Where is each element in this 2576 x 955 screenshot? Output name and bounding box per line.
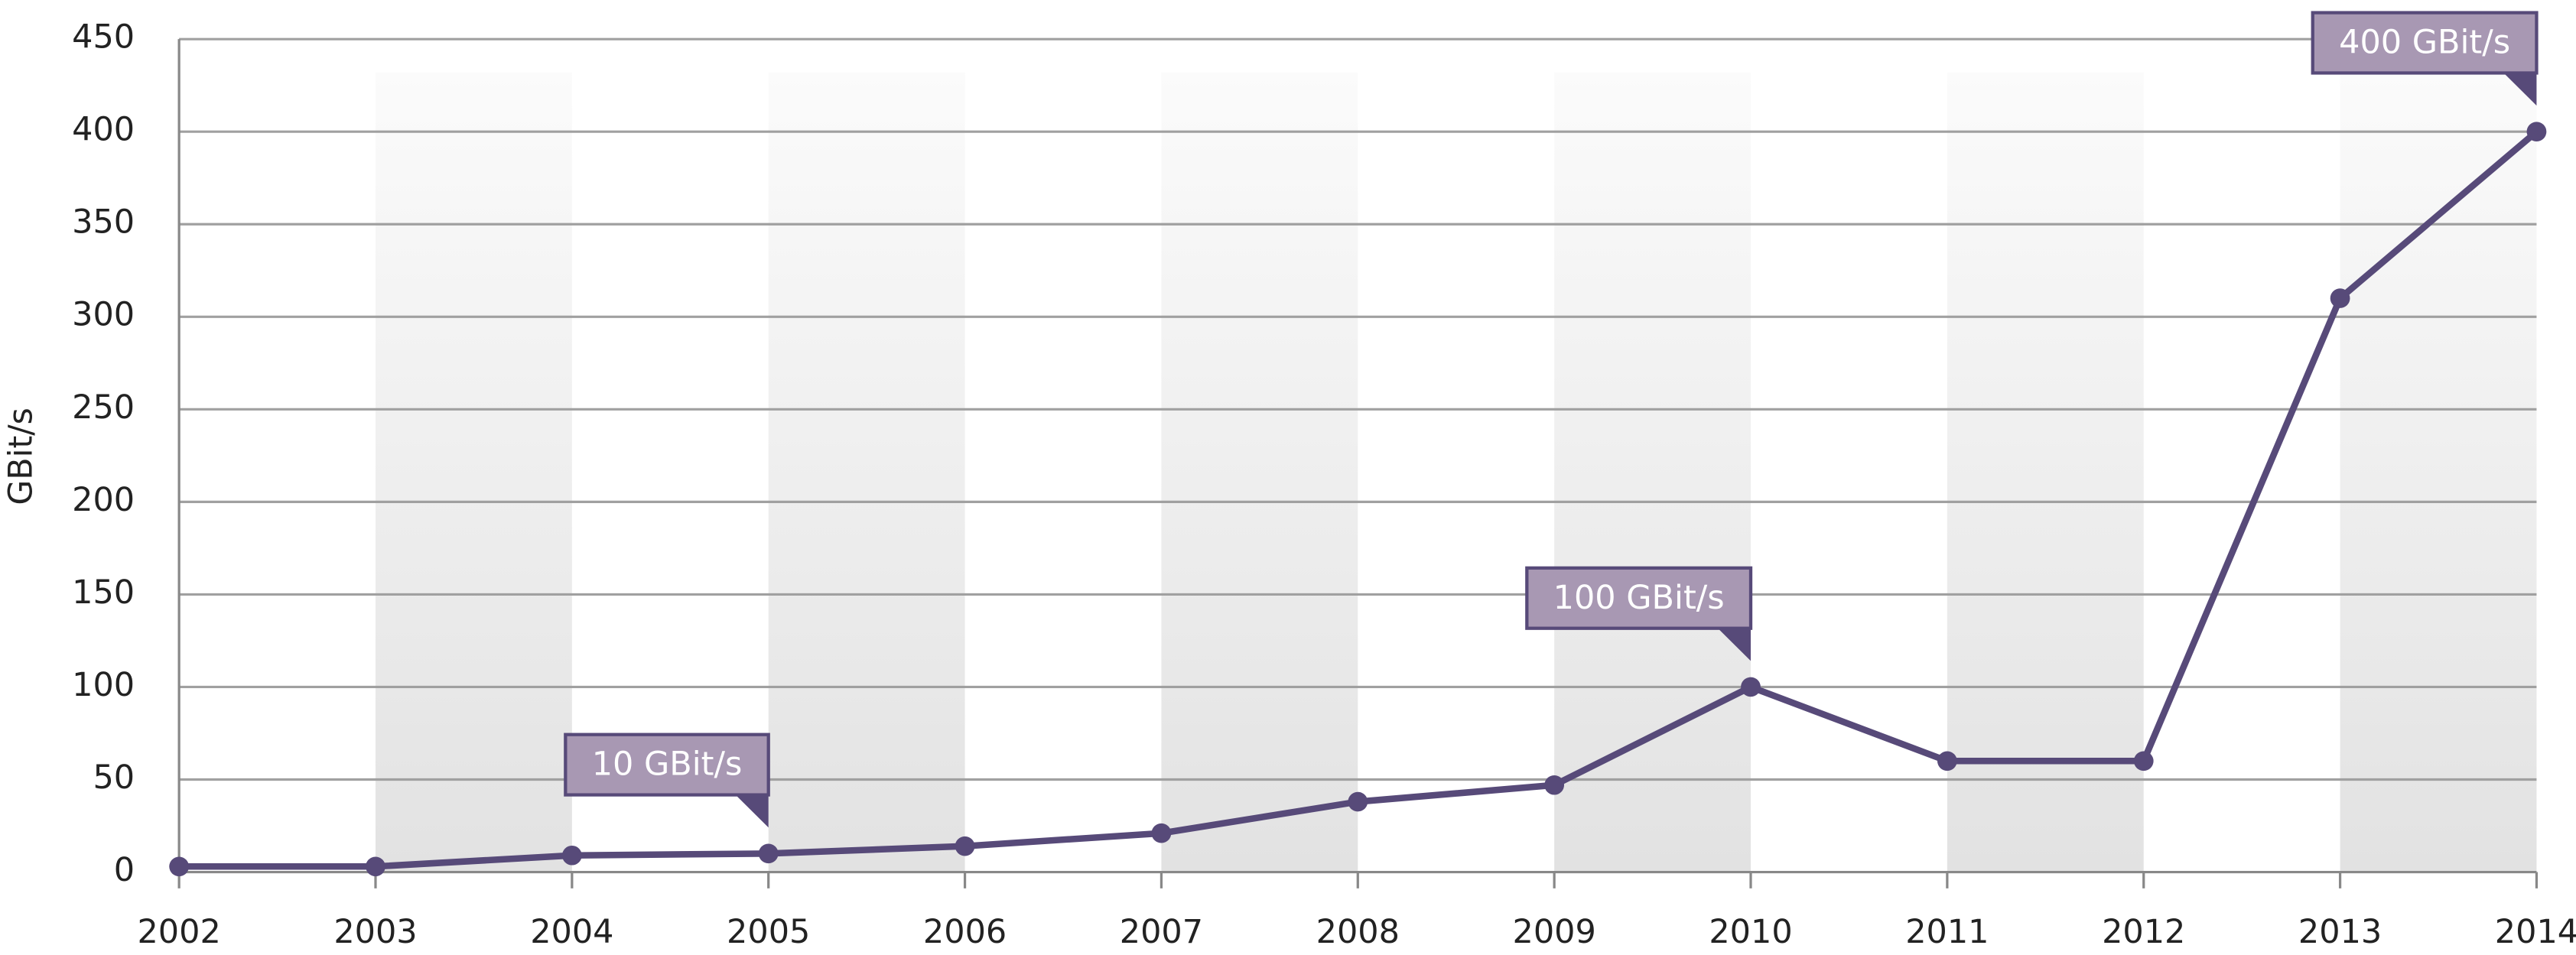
- data-point: [1937, 751, 1957, 771]
- x-tick-label: 2002: [137, 913, 220, 951]
- data-point: [2526, 122, 2547, 141]
- y-tick-label: 50: [93, 758, 135, 797]
- y-tick-label: 0: [114, 851, 135, 889]
- data-point: [1151, 823, 1172, 843]
- y-tick-label: 400: [72, 111, 135, 149]
- annotation-box: [564, 732, 770, 797]
- data-point: [366, 856, 385, 877]
- x-tick-label: 2011: [1905, 913, 1989, 951]
- data-point: [1348, 791, 1368, 812]
- background-band: [2340, 72, 2537, 872]
- x-tick-label: 2010: [1709, 913, 1792, 951]
- y-tick-label: 150: [72, 573, 135, 612]
- annotation-label: 100 GBit/s: [1553, 579, 1725, 617]
- x-tick-label: 2007: [1120, 913, 1203, 951]
- y-tick-label: 450: [72, 18, 135, 57]
- annotation-pointer: [735, 794, 769, 828]
- y-axis-label: GBit/s: [2, 408, 40, 505]
- data-point: [561, 845, 582, 866]
- annotation: 100 GBit/s: [1525, 566, 1753, 661]
- x-tick-label: 2006: [923, 913, 1007, 951]
- x-tick-label: 2012: [2102, 913, 2185, 951]
- annotation: 10 GBit/s: [564, 732, 770, 828]
- annotation-box: [2311, 11, 2539, 75]
- background-band: [768, 72, 965, 872]
- annotation-box: [1525, 566, 1753, 630]
- background-band: [1161, 72, 1358, 872]
- y-tick-label: 250: [72, 388, 135, 427]
- background-band: [1554, 72, 1751, 872]
- x-tick-label: 2005: [727, 913, 810, 951]
- data-point: [2133, 751, 2154, 771]
- annotation: 400 GBit/s: [2311, 11, 2539, 106]
- annotation-label: 10 GBit/s: [592, 745, 743, 784]
- x-tick-label: 2008: [1316, 913, 1400, 951]
- y-tick-label: 200: [72, 481, 135, 519]
- data-point: [1544, 775, 1565, 795]
- data-point: [758, 843, 779, 864]
- y-tick-label: 350: [72, 203, 135, 242]
- annotation-label: 400 GBit/s: [2339, 24, 2510, 62]
- x-tick-label: 2013: [2298, 913, 2382, 951]
- y-tick-label: 100: [72, 666, 135, 704]
- data-point: [1741, 677, 1761, 697]
- x-tick-label: 2009: [1513, 913, 1596, 951]
- data-point: [955, 836, 975, 856]
- data-point: [169, 856, 190, 877]
- x-tick-label: 2014: [2495, 913, 2576, 951]
- x-tick-label: 2003: [333, 913, 417, 951]
- x-tick-label: 2004: [530, 913, 613, 951]
- background-band: [375, 72, 572, 872]
- annotation-pointer: [1718, 628, 1751, 661]
- y-tick-label: 300: [72, 296, 135, 334]
- data-point: [2330, 288, 2350, 308]
- background-band: [1947, 72, 2144, 872]
